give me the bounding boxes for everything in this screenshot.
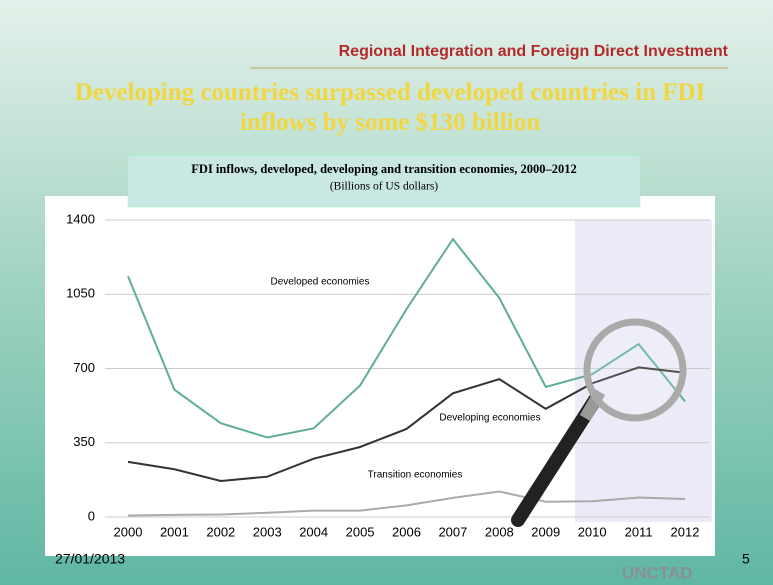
title-box — [127, 154, 641, 208]
x-tick-label: 2001 — [160, 524, 189, 539]
x-tick-label: 2008 — [485, 524, 514, 539]
y-tick-label: 1050 — [66, 286, 95, 301]
series-label: Developing economies — [439, 413, 540, 424]
x-tick-label: 2004 — [299, 524, 328, 539]
footer-date: 27/01/2013 — [55, 551, 125, 567]
y-tick-label: 700 — [73, 360, 95, 375]
x-tick-label: 2009 — [531, 524, 560, 539]
page-number: 5 — [742, 551, 750, 567]
series-line — [127, 490, 686, 517]
headline: Developing countries surpassed developed… — [74, 79, 706, 136]
x-tick-label: 2003 — [253, 524, 282, 539]
x-tick-label: 2000 — [114, 524, 143, 539]
x-tick-label: 2012 — [671, 524, 700, 539]
x-tick-label: 2006 — [392, 524, 421, 539]
series-label: Developed economies — [271, 277, 370, 288]
logo: UNCTAD — [622, 563, 693, 582]
x-tick-label: 2011 — [625, 524, 653, 539]
y-tick-label: 350 — [73, 434, 95, 449]
series-label: Transition economies — [368, 470, 463, 481]
y-tick-label: 1400 — [66, 211, 95, 226]
x-tick-label: 2010 — [578, 524, 607, 539]
x-tick-label: 2005 — [346, 524, 375, 539]
magnifier — [511, 318, 687, 527]
series-line — [127, 237, 686, 439]
chart-title: FDI inflows, developed, developing and t… — [191, 162, 576, 176]
x-tick-label: 2002 — [206, 524, 235, 539]
header: Regional Integration and Foreign Direct … — [339, 43, 729, 60]
plot: 0 350 700 1050 1400 2000 2001 2002 2003 2004 2005 2… — [66, 211, 710, 539]
x-tick-label: 2007 — [438, 524, 467, 539]
y-tick-label: 0 — [88, 508, 95, 523]
chart-subtitle: (Billions of US dollars) — [330, 181, 438, 193]
